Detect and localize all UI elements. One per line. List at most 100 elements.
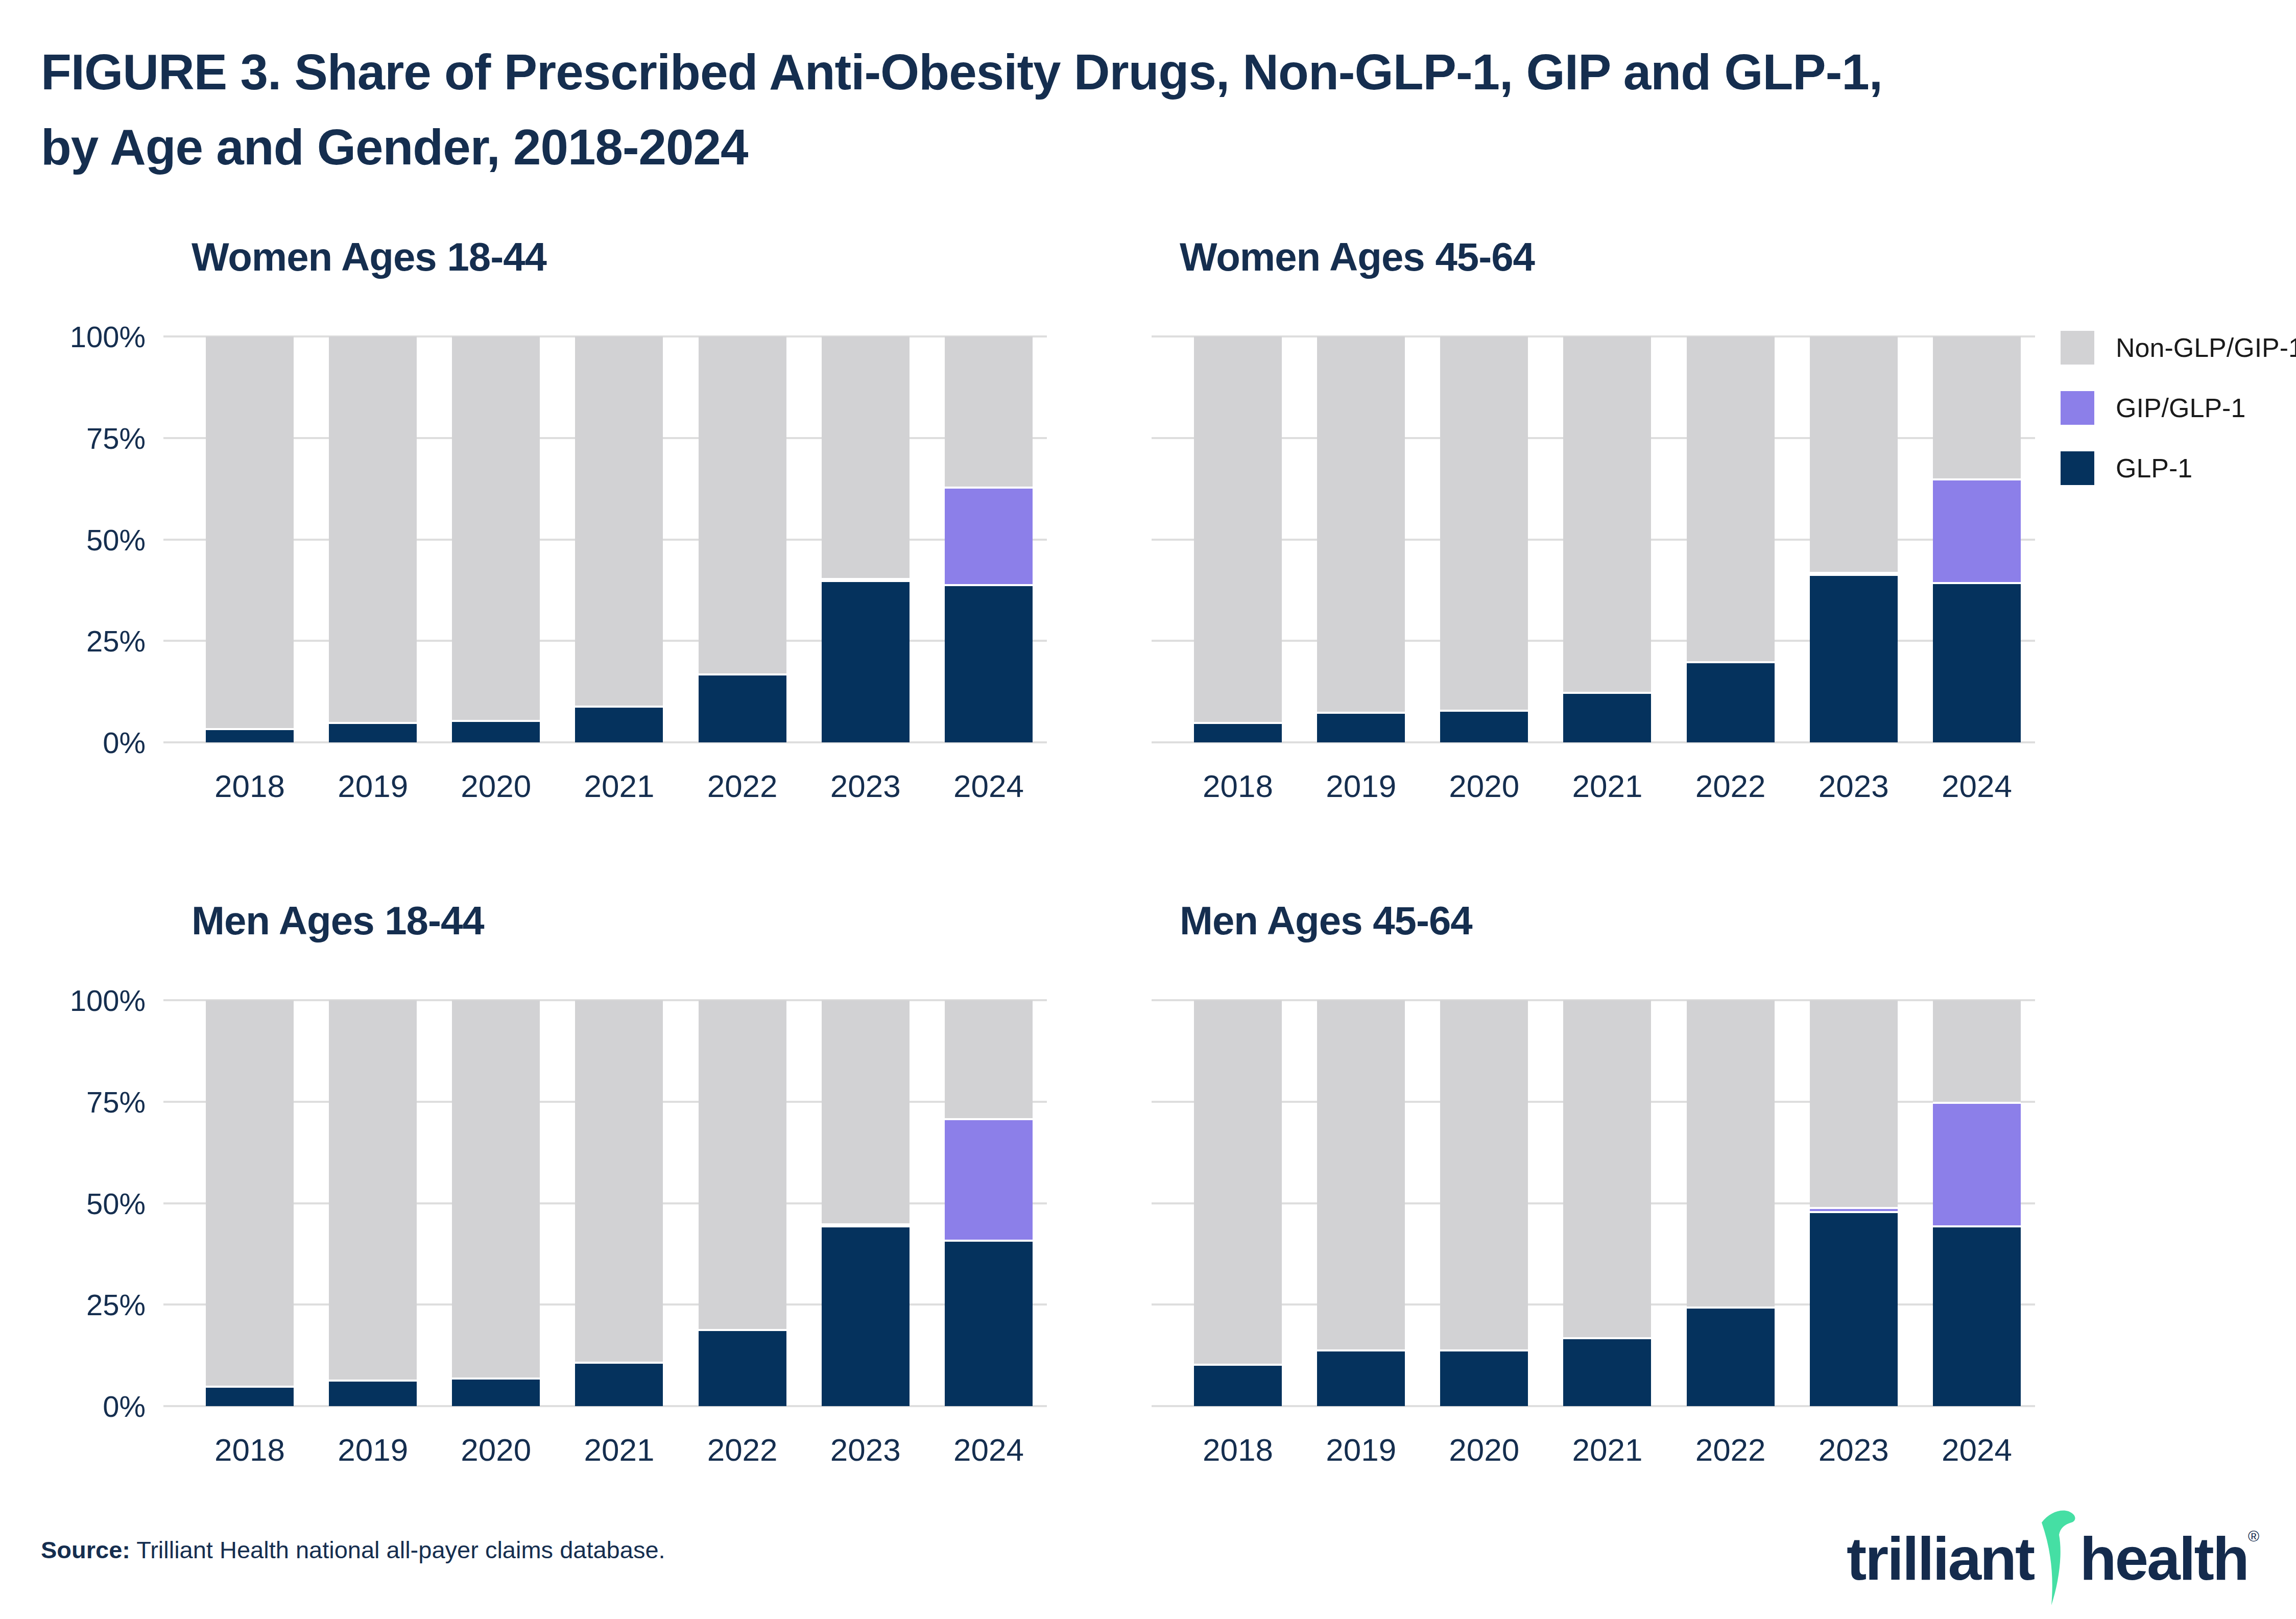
bar-2022 xyxy=(699,336,786,742)
legend-item-glp1: GLP-1 xyxy=(2061,451,2296,485)
bar-2020 xyxy=(452,1000,540,1406)
bar-2022 xyxy=(1687,1000,1775,1406)
x-axis-label: 2022 xyxy=(699,1432,786,1468)
segment-non-glp-gip-1 xyxy=(1933,336,2021,478)
y-axis-label: 0% xyxy=(103,726,146,760)
segment-non-glp-gip-1 xyxy=(1194,1000,1282,1364)
bars xyxy=(192,336,1047,742)
segment-glp-1 xyxy=(1317,712,1405,742)
x-axis: 2018201920202021202220232024 xyxy=(1180,768,2035,804)
y-axis-label: 75% xyxy=(86,1084,146,1119)
x-axis-label: 2023 xyxy=(822,768,910,804)
bar-2019 xyxy=(1317,336,1405,742)
y-axis-label: 25% xyxy=(86,1288,146,1322)
segment-glp-1 xyxy=(1440,710,1528,742)
segment-non-glp-gip-1 xyxy=(699,336,786,673)
bar-2019 xyxy=(329,1000,417,1406)
x-axis-label: 2022 xyxy=(1687,768,1775,804)
x-axis-label: 2024 xyxy=(945,1432,1033,1468)
plot xyxy=(1180,1000,2035,1406)
figure-title-line1: FIGURE 3. Share of Prescribed Anti-Obesi… xyxy=(41,35,1882,110)
segment-non-glp-gip-1 xyxy=(575,1000,663,1362)
bar-2018 xyxy=(206,336,294,742)
bar-2024 xyxy=(945,336,1033,742)
bar-2021 xyxy=(1563,336,1651,742)
segment-gip-glp-1 xyxy=(945,487,1033,584)
segment-glp-1 xyxy=(1194,722,1282,742)
bars xyxy=(1180,336,2035,742)
bar-2024 xyxy=(945,1000,1033,1406)
x-axis-label: 2019 xyxy=(1317,768,1405,804)
segment-glp-1 xyxy=(945,584,1033,742)
glp1-swatch-icon xyxy=(2061,451,2094,485)
x-axis-label: 2023 xyxy=(1810,768,1898,804)
y-axis-label: 100% xyxy=(70,320,146,354)
bars xyxy=(192,1000,1047,1406)
bar-2023 xyxy=(822,336,910,742)
segment-glp-1 xyxy=(206,1386,294,1406)
chart-plot-area: 100%75%50%25%0% xyxy=(77,1000,1078,1406)
segment-glp-1 xyxy=(1194,1364,1282,1406)
bar-2019 xyxy=(329,336,417,742)
chart-men-45-64: Men Ages 45-64 2018201920202021202220232… xyxy=(1149,898,2150,1468)
segment-gip-glp-1 xyxy=(1810,1207,1898,1211)
figure-title-line2: by Age and Gender, 2018-2024 xyxy=(41,110,1882,185)
chart-subtitle: Men Ages 18-44 xyxy=(77,898,1078,944)
segment-non-glp-gip-1 xyxy=(329,1000,417,1380)
segment-glp-1 xyxy=(575,706,663,742)
x-axis: 2018201920202021202220232024 xyxy=(192,768,1047,804)
plot xyxy=(1180,336,2035,742)
logo-word-trilliant: trilliant xyxy=(1847,1507,2034,1589)
non-glp-swatch-icon xyxy=(2061,331,2094,365)
legend: Non-GLP/GIP-1 GIP/GLP-1 GLP-1 xyxy=(2061,331,2296,512)
bar-2020 xyxy=(1440,1000,1528,1406)
segment-glp-1 xyxy=(1687,661,1775,742)
figure-title: FIGURE 3. Share of Prescribed Anti-Obesi… xyxy=(41,35,1882,185)
segment-glp-1 xyxy=(1933,1225,2021,1406)
segment-gip-glp-1 xyxy=(945,1118,1033,1240)
segment-non-glp-gip-1 xyxy=(1194,336,1282,722)
bar-2022 xyxy=(699,1000,786,1406)
x-axis-label: 2019 xyxy=(329,1432,417,1468)
segment-non-glp-gip-1 xyxy=(1687,1000,1775,1307)
segment-glp-1 xyxy=(452,720,540,742)
legend-label: GIP/GLP-1 xyxy=(2116,393,2245,423)
legend-item-non-glp: Non-GLP/GIP-1 xyxy=(2061,331,2296,365)
x-axis-label: 2022 xyxy=(1687,1432,1775,1468)
segment-glp-1 xyxy=(822,1225,910,1406)
bar-2024 xyxy=(1933,336,2021,742)
x-axis-label: 2024 xyxy=(1933,768,2021,804)
chart-subtitle: Women Ages 18-44 xyxy=(77,234,1078,280)
x-axis-label: 2019 xyxy=(1317,1432,1405,1468)
y-axis-label: 25% xyxy=(86,624,146,658)
chart-women-18-44: Women Ages 18-44 100%75%50%25%0% 2018201… xyxy=(77,234,1078,804)
x-axis-label: 2024 xyxy=(1933,1432,2021,1468)
segment-non-glp-gip-1 xyxy=(945,336,1033,487)
segment-glp-1 xyxy=(699,673,786,742)
segment-gip-glp-1 xyxy=(1933,1102,2021,1225)
bar-2020 xyxy=(452,336,540,742)
x-axis-label: 2021 xyxy=(1563,768,1651,804)
y-axis-label: 100% xyxy=(70,983,146,1018)
segment-glp-1 xyxy=(452,1378,540,1406)
bar-2022 xyxy=(1687,336,1775,742)
chart-plot-area: 100%75%50%25%0% xyxy=(77,336,1078,742)
logo-word-health: health xyxy=(2079,1507,2248,1589)
y-axis-label: 0% xyxy=(103,1389,146,1423)
x-axis-label: 2021 xyxy=(575,768,663,804)
segment-non-glp-gip-1 xyxy=(1810,1000,1898,1207)
bar-2018 xyxy=(1194,336,1282,742)
segment-glp-1 xyxy=(1810,574,1898,742)
x-axis-label: 2021 xyxy=(575,1432,663,1468)
chart-plot-area xyxy=(1149,336,2150,742)
x-axis-label: 2021 xyxy=(1563,1432,1651,1468)
segment-gip-glp-1 xyxy=(1933,478,2021,582)
plot xyxy=(192,336,1047,742)
segment-glp-1 xyxy=(206,728,294,742)
bar-2021 xyxy=(1563,1000,1651,1406)
segment-non-glp-gip-1 xyxy=(1440,1000,1528,1349)
bar-2021 xyxy=(575,1000,663,1406)
x-axis: 2018201920202021202220232024 xyxy=(1180,1432,2035,1468)
segment-glp-1 xyxy=(575,1362,663,1406)
segment-glp-1 xyxy=(822,580,910,742)
